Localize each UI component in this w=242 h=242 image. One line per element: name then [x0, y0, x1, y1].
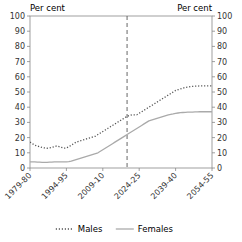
y-tick — [27, 122, 30, 123]
x-tick — [102, 168, 103, 171]
y2-tick — [212, 152, 215, 153]
x-tick — [66, 168, 67, 171]
y2-tick-label: 80 — [217, 42, 227, 51]
y-tick-label: 50 — [15, 88, 25, 97]
x-tick-label: 2054-55 — [185, 171, 215, 201]
y2-tick — [212, 31, 215, 32]
y2-tick — [212, 168, 215, 169]
legend: Males Females — [56, 224, 174, 234]
y2-tick-label: 10 — [217, 149, 227, 158]
y2-tick — [212, 107, 215, 108]
y2-tick — [212, 122, 215, 123]
plot-area — [30, 16, 212, 168]
y-axis-label: Per cent — [30, 3, 66, 13]
y2-axis-label: Per cent — [177, 3, 213, 13]
y2-tick-label: 100 — [217, 12, 232, 21]
x-tick — [139, 168, 140, 171]
y-tick — [27, 76, 30, 77]
chart: 0 10 20 30 40 50 60 70 80 90 100 0 10 20 30 40 50 60 70 80 9… — [0, 0, 242, 242]
y2-tick-label: 30 — [217, 118, 227, 127]
legend-swatch — [116, 228, 134, 229]
y-tick — [27, 46, 30, 47]
y-tick — [27, 168, 30, 169]
y-tick — [27, 16, 30, 17]
y-tick-label: 60 — [15, 73, 25, 82]
x-tick-label: 1979-80 — [3, 171, 33, 201]
legend-label: Males — [78, 224, 103, 234]
plot-frame — [30, 16, 212, 168]
x-tick-label: 2039-40 — [149, 171, 179, 201]
x-tick — [212, 168, 213, 171]
y-tick — [27, 137, 30, 138]
x-tick-label: 1994-95 — [40, 171, 70, 201]
y2-tick-label: 60 — [217, 73, 227, 82]
y-tick-label: 100 — [10, 12, 25, 21]
y2-tick — [212, 16, 215, 17]
y2-tick-label: 70 — [217, 58, 227, 67]
y2-tick — [212, 92, 215, 93]
y-tick — [27, 152, 30, 153]
y-tick-label: 20 — [15, 134, 25, 143]
y-tick — [27, 31, 30, 32]
y2-tick-label: 20 — [217, 134, 227, 143]
reference-line — [127, 16, 128, 168]
y-tick — [27, 61, 30, 62]
y-tick-label: 0 — [20, 164, 25, 173]
x-tick — [30, 168, 31, 171]
x-tick-label: 2024-25 — [113, 171, 143, 201]
y2-tick-label: 0 — [217, 164, 222, 173]
y-tick — [27, 92, 30, 93]
y-tick-label: 70 — [15, 58, 25, 67]
x-tick — [175, 168, 176, 171]
series-line — [30, 112, 212, 163]
y2-tick-label: 90 — [217, 27, 227, 36]
y2-tick-label: 50 — [217, 88, 227, 97]
y2-tick-label: 40 — [217, 103, 227, 112]
y-tick-label: 40 — [15, 103, 25, 112]
y-tick-label: 10 — [15, 149, 25, 158]
legend-label: Females — [138, 224, 174, 234]
y-tick-label: 80 — [15, 42, 25, 51]
y2-tick — [212, 137, 215, 138]
legend-swatch — [56, 228, 74, 229]
y2-tick — [212, 61, 215, 62]
y2-tick — [212, 76, 215, 77]
y-tick — [27, 107, 30, 108]
y-tick-label: 90 — [15, 27, 25, 36]
x-tick-label: 2009-10 — [76, 171, 106, 201]
y2-tick — [212, 46, 215, 47]
y-tick-label: 30 — [15, 118, 25, 127]
